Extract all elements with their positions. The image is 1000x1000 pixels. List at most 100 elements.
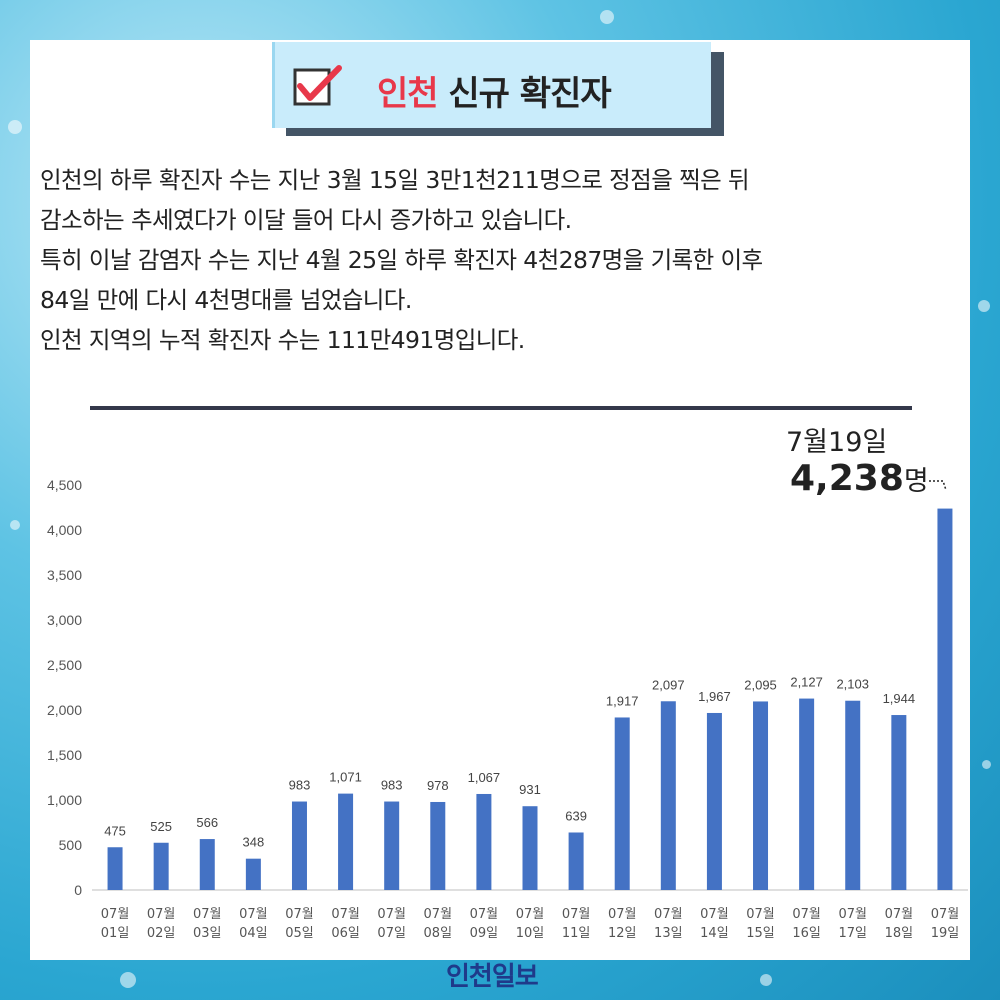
x-tick-label: 07월 [700,907,729,922]
x-tick-label: 03일 [193,926,222,941]
x-tick-label: 07월 [885,907,914,922]
data-label: 983 [289,778,311,793]
data-label: 1,067 [468,770,501,785]
data-label: 1,944 [883,691,916,706]
x-tick-label: 07월 [470,907,499,922]
data-label: 2,127 [790,675,823,690]
data-label: 1,967 [698,689,731,704]
bar [107,847,123,890]
x-tick-label: 05일 [285,926,314,941]
x-tick-label: 10일 [516,926,545,941]
title-rest: 신규 확진자 [448,74,611,114]
bar [845,700,861,890]
callout-unit: 명 [903,466,929,497]
y-tick-label: 2,000 [47,702,82,718]
y-tick-label: 500 [59,837,83,853]
x-tick-label: 07일 [377,926,406,941]
title-highlight: 인천 [377,74,439,114]
bar [245,858,261,890]
x-tick-label: 14일 [700,926,729,941]
y-tick-label: 4,000 [47,522,82,538]
bar [799,698,815,890]
bar [660,701,676,890]
x-tick-label: 07월 [239,907,268,922]
x-tick-label: 01일 [101,926,130,941]
data-label: 2,095 [744,677,777,692]
y-tick-label: 2,500 [47,657,82,673]
data-label: 639 [565,808,587,823]
bar [891,715,907,890]
checkbox-check-icon [293,65,342,106]
paragraph-line: 인천의 하루 확진자 수는 지난 3월 15일 3만1천211명으로 정점을 찍… [40,166,750,194]
data-label: 983 [381,778,403,793]
x-tick-label: 07월 [746,907,775,922]
data-label: 2,097 [652,677,685,692]
paragraph-line: 84일 만에 다시 4천명대를 넘었습니다. [40,286,412,314]
x-tick-label: 07월 [377,907,406,922]
bar [568,832,584,890]
x-tick-label: 07월 [931,907,960,922]
bar [153,842,169,890]
x-tick-label: 17일 [838,926,867,941]
callout-number: 4,238 [790,458,904,499]
page-title: 인천 신규 확진자 [377,66,612,115]
x-tick-label: 11일 [562,926,591,941]
data-label: 525 [150,819,172,834]
data-label: 348 [243,835,265,850]
x-tick-label: 07월 [792,907,821,922]
x-tick-label: 12일 [608,926,637,941]
data-label: 1,917 [606,693,639,708]
brand-logo: 인천일보 [446,962,539,992]
bar [199,839,215,890]
data-label: 1,071 [329,770,362,785]
x-tick-label: 07월 [285,907,314,922]
bar [384,801,400,890]
callout-value: 4,238명 [790,458,929,499]
title-banner: 인천 신규 확진자 [272,42,711,128]
paragraph-line: 특히 이날 감염자 수는 지난 4월 25일 하루 확진자 4천287명을 기록… [40,246,763,274]
x-tick-label: 08일 [424,926,453,941]
bar [430,801,446,890]
x-tick-label: 07월 [101,907,130,922]
y-tick-label: 1,500 [47,747,82,763]
x-tick-label: 13일 [654,926,683,941]
bar [522,806,538,890]
y-tick-label: 4,500 [47,477,82,493]
x-tick-label: 07월 [562,907,591,922]
x-tick-label: 09일 [470,926,499,941]
x-tick-label: 07월 [838,907,867,922]
x-tick-label: 16일 [792,926,821,941]
callout-date: 7월19일 [786,427,888,458]
x-tick-label: 04일 [239,926,268,941]
bar [706,712,722,890]
callout-leader-icon [929,480,947,491]
x-tick-label: 19일 [931,926,960,941]
data-label: 931 [519,782,541,797]
x-tick-label: 15일 [746,926,775,941]
y-tick-label: 0 [74,882,82,898]
x-tick-label: 06일 [331,926,360,941]
bar [476,793,492,890]
y-tick-label: 3,000 [47,612,82,628]
x-tick-label: 07월 [516,907,545,922]
bar [291,801,307,890]
bar [614,717,630,890]
data-label: 978 [427,778,449,793]
x-tick-label: 07월 [193,907,222,922]
x-tick-label: 07월 [608,907,637,922]
data-label: 475 [104,823,126,838]
y-tick-label: 3,500 [47,567,82,583]
paragraph-line: 인천 지역의 누적 확진자 수는 111만491명입니다. [40,326,525,354]
divider-rule [90,406,912,410]
summary-paragraph: 인천의 하루 확진자 수는 지난 3월 15일 3만1천211명으로 정점을 찍… [40,160,940,360]
bar [937,508,953,890]
x-tick-label: 02일 [147,926,176,941]
data-label: 566 [196,815,218,830]
x-tick-label: 07월 [654,907,683,922]
y-tick-label: 1,000 [47,792,82,808]
x-tick-label: 07월 [331,907,360,922]
data-label: 2,103 [836,677,869,692]
x-tick-label: 07월 [424,907,453,922]
x-tick-label: 07월 [147,907,176,922]
